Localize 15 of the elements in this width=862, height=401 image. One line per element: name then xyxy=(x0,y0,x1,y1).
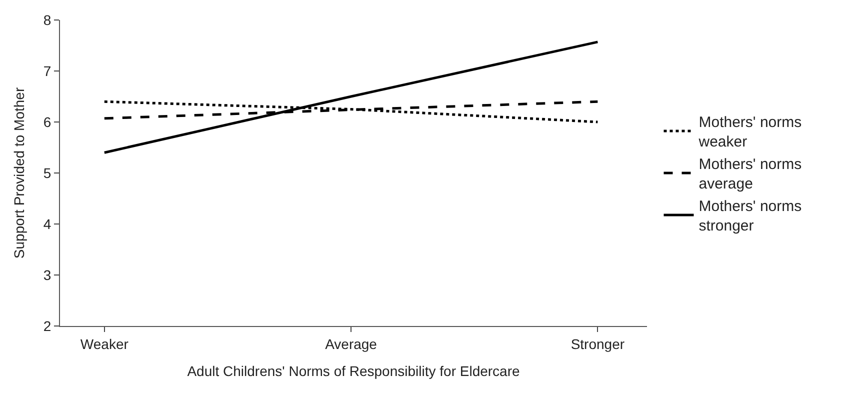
y-axis-title: Support Provided to Mother xyxy=(11,87,28,259)
x-tick-label: Weaker xyxy=(80,336,129,352)
legend-label: Mothers' norms weaker xyxy=(698,114,802,151)
y-tick-label: 6 xyxy=(43,114,52,130)
y-tick-label: 5 xyxy=(43,164,52,181)
x-tick-label: Stronger xyxy=(570,336,625,352)
legend-label: Mothers' norms stronger xyxy=(698,198,802,235)
x-tick-label: Average xyxy=(325,336,378,352)
y-tick-label: 4 xyxy=(43,216,52,232)
legend-label: Mothers' norms average xyxy=(698,156,802,193)
y-tick-label: 2 xyxy=(43,318,52,334)
x-axis-title: Adult Childrens' Norms of Responsibility for Eldercare xyxy=(187,363,520,380)
y-tick-label: 7 xyxy=(43,62,52,79)
y-tick-label: 3 xyxy=(43,266,52,283)
y-tick-label: 8 xyxy=(43,12,52,28)
